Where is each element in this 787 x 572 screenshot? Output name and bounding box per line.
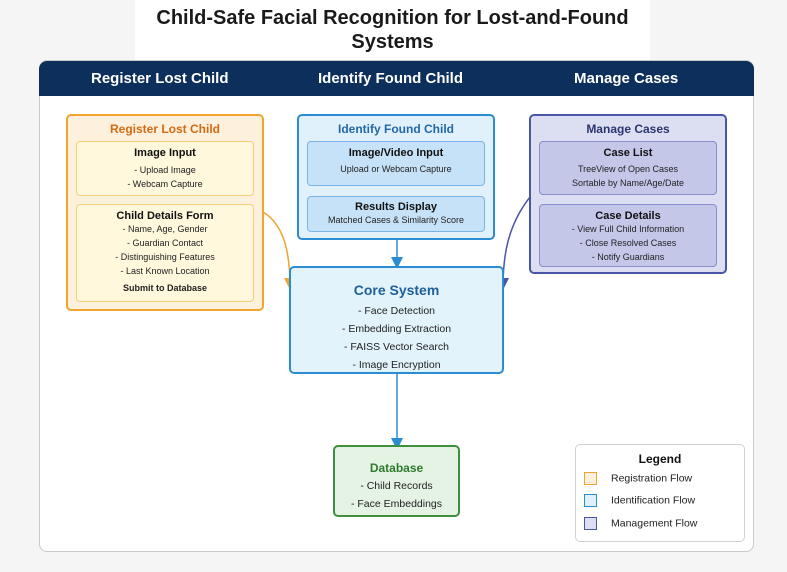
results-display-line: Matched Cases & Similarity Score <box>327 215 465 225</box>
tab-register-lost-child[interactable]: Register Lost Child <box>91 70 229 87</box>
image-input-upload: - Upload Image <box>134 165 196 175</box>
legend-title: Legend <box>638 452 682 466</box>
identify-found-child-panel: Identify Found Child Image/Video Input U… <box>297 114 495 240</box>
case-details-line: - View Full Child Information <box>571 224 685 234</box>
case-details-title: Case Details <box>595 210 661 222</box>
management-flow-arrow <box>497 196 531 290</box>
submit-to-database-button[interactable]: Submit to Database <box>122 283 207 293</box>
registration-flow-arrow <box>262 211 296 290</box>
image-input-title: Image Input <box>134 147 196 159</box>
register-lost-child-panel: Register Lost Child Image Input - Upload… <box>66 114 264 311</box>
database-title: Database <box>369 461 424 475</box>
media-input-line: Upload or Webcam Capture <box>340 164 452 174</box>
results-display-box[interactable]: Results Display Matched Cases & Similari… <box>307 196 485 232</box>
core-system-box: Core System - Face Detection - Embedding… <box>289 266 504 374</box>
details-form-line: - Name, Age, Gender <box>122 224 208 234</box>
database-box: Database - Child Records - Face Embeddin… <box>333 445 460 517</box>
database-line: - Face Embeddings <box>350 498 443 510</box>
register-panel-title: Register Lost Child <box>109 122 220 136</box>
case-list-box[interactable]: Case List TreeView of Open Cases Sortabl… <box>539 141 717 195</box>
core-system-line: - Embedding Extraction <box>341 323 452 335</box>
legend: Legend Registration Flow Identification … <box>575 444 745 542</box>
legend-item-identification: Identification Flow <box>584 494 695 507</box>
manage-cases-panel: Manage Cases Case List TreeView of Open … <box>529 114 727 274</box>
media-input-title: Image/Video Input <box>348 147 444 159</box>
tab-manage-cases[interactable]: Manage Cases <box>574 70 679 87</box>
image-input-webcam: - Webcam Capture <box>127 179 203 189</box>
legend-label: Registration Flow <box>611 472 693 485</box>
case-list-line: Sortable by Name/Age/Date <box>571 178 685 188</box>
registration-swatch <box>584 472 597 485</box>
core-system-line: - Image Encryption <box>352 359 441 371</box>
core-system-line: - Face Detection <box>357 305 436 317</box>
header-bar <box>39 61 754 96</box>
results-display-title: Results Display <box>355 201 437 213</box>
legend-item-management: Management Flow <box>584 517 697 530</box>
manage-panel-title: Manage Cases <box>586 122 670 136</box>
details-form-title: Child Details Form <box>116 210 214 222</box>
core-system-line: - FAISS Vector Search <box>343 341 450 353</box>
image-video-input-box[interactable]: Image/Video Input Upload or Webcam Captu… <box>307 141 485 186</box>
details-form-line: - Guardian Contact <box>126 238 204 248</box>
core-system-title: Core System <box>353 282 440 298</box>
tab-identify-found-child[interactable]: Identify Found Child <box>318 70 463 87</box>
management-swatch <box>584 517 597 530</box>
title-card <box>135 0 650 62</box>
case-list-line: TreeView of Open Cases <box>577 164 679 174</box>
details-form-line: - Last Known Location <box>120 266 210 276</box>
legend-label: Management Flow <box>611 517 698 530</box>
details-form-line: - Distinguishing Features <box>115 252 215 262</box>
legend-label: Identification Flow <box>611 494 696 507</box>
child-details-form-box[interactable]: Child Details Form - Name, Age, Gender -… <box>76 204 254 302</box>
case-details-line: - Close Resolved Cases <box>579 238 677 248</box>
case-details-box[interactable]: Case Details - View Full Child Informati… <box>539 204 717 267</box>
image-input-box[interactable]: Image Input - Upload Image - Webcam Capt… <box>76 141 254 196</box>
legend-item-registration: Registration Flow <box>584 472 692 485</box>
identification-swatch <box>584 494 597 507</box>
case-details-line: - Notify Guardians <box>591 252 665 262</box>
case-list-title: Case List <box>603 147 653 159</box>
page-title: Child-Safe Facial Recognition for Lost-a… <box>156 7 629 53</box>
identify-panel-title: Identify Found Child <box>338 122 454 136</box>
database-line: - Child Records <box>360 480 433 492</box>
